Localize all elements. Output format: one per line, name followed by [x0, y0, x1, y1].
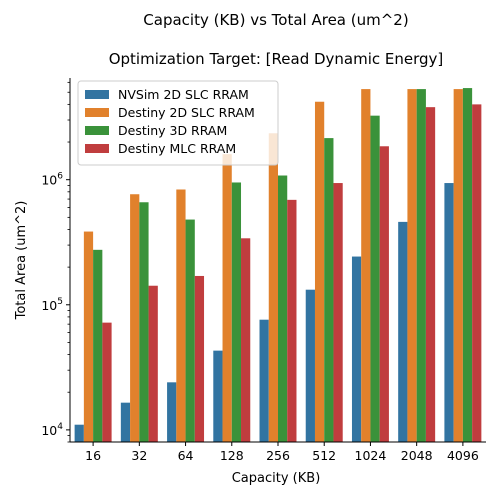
y-tick-label: 106	[41, 172, 63, 188]
bar-destiny-mlc-rram-512	[333, 183, 343, 443]
legend-swatch	[85, 108, 109, 117]
bar-destiny-mlc-rram-4096	[472, 104, 482, 442]
bar-nvsim-2d-slc-rram-128	[213, 350, 223, 442]
bar-destiny-3d-rram-256	[278, 175, 288, 442]
bars-layer	[74, 88, 482, 443]
y-tick-label: 105	[41, 297, 63, 313]
bar-destiny-3d-rram-16	[93, 249, 103, 442]
legend: NVSim 2D SLC RRAM Destiny 2D SLC RRAM Dest…	[77, 80, 279, 166]
legend-label: Destiny 2D SLC RRAM	[118, 105, 255, 120]
bar-destiny-3d-rram-1024	[370, 115, 380, 442]
bar-nvsim-2d-slc-rram-32	[120, 402, 131, 442]
bar-destiny-2d-slc-rram-128	[222, 154, 232, 442]
y-axis-label: Total Area (um^2)	[14, 201, 29, 321]
legend-label: Destiny 3D RRAM	[118, 123, 227, 138]
legend-swatch	[85, 90, 109, 99]
legend-label: NVSim 2D SLC RRAM	[118, 87, 249, 102]
bar-destiny-3d-rram-4096	[462, 88, 473, 442]
bar-nvsim-2d-slc-rram-256	[259, 319, 269, 442]
bar-destiny-3d-rram-32	[139, 202, 149, 442]
x-ticks: 16 32 64 128 256 512 1024 2048 4096	[85, 442, 479, 463]
y-tick-label: 104	[41, 422, 63, 438]
bar-nvsim-2d-slc-rram-2048	[398, 221, 408, 442]
x-tick-label: 4096	[447, 448, 479, 463]
legend-label: Destiny MLC RRAM	[118, 141, 236, 156]
bar-destiny-2d-slc-rram-16	[83, 231, 94, 442]
bar-destiny-mlc-rram-32	[148, 285, 158, 442]
x-tick-label: 64	[178, 448, 194, 463]
bar-destiny-2d-slc-rram-1024	[361, 89, 371, 442]
x-tick-label: 128	[220, 448, 244, 463]
legend-swatch	[85, 126, 109, 135]
x-tick-label: 16	[85, 448, 101, 463]
bar-destiny-3d-rram-512	[324, 138, 334, 442]
x-tick-label: 512	[312, 448, 336, 463]
x-axis-label: Capacity (KB)	[232, 471, 321, 486]
legend-box	[77, 80, 279, 166]
bar-destiny-mlc-rram-256	[287, 199, 297, 442]
bar-destiny-2d-slc-rram-64	[176, 189, 186, 442]
x-tick-label: 1024	[355, 448, 387, 463]
bar-destiny-mlc-rram-128	[241, 238, 251, 442]
bar-destiny-mlc-rram-16	[102, 322, 112, 442]
y-ticks: 104 105 106	[41, 81, 70, 443]
chart-subtitle: Optimization Target: [Read Dynamic Energ…	[109, 50, 444, 68]
bar-destiny-2d-slc-rram-2048	[407, 89, 417, 442]
bar-destiny-3d-rram-2048	[416, 89, 426, 442]
bar-nvsim-2d-slc-rram-1024	[351, 256, 362, 442]
chart-title: Capacity (KB) vs Total Area (um^2)	[143, 11, 408, 29]
bar-destiny-2d-slc-rram-512	[314, 101, 325, 442]
bar-destiny-2d-slc-rram-4096	[453, 89, 463, 442]
bar-nvsim-2d-slc-rram-64	[167, 382, 177, 442]
legend-swatch	[85, 144, 109, 153]
bar-destiny-3d-rram-128	[231, 182, 242, 443]
bar-nvsim-2d-slc-rram-512	[305, 289, 315, 442]
bar-destiny-mlc-rram-1024	[379, 146, 389, 442]
x-tick-label: 32	[131, 448, 147, 463]
bar-nvsim-2d-slc-rram-4096	[444, 183, 454, 443]
bar-destiny-mlc-rram-64	[194, 275, 205, 442]
bar-destiny-2d-slc-rram-256	[268, 133, 278, 442]
x-tick-label: 2048	[401, 448, 433, 463]
x-tick-label: 256	[266, 448, 290, 463]
bar-nvsim-2d-slc-rram-16	[74, 424, 84, 442]
bar-destiny-3d-rram-64	[185, 219, 195, 442]
bar-destiny-2d-slc-rram-32	[130, 194, 140, 442]
bar-destiny-mlc-rram-2048	[425, 107, 436, 442]
